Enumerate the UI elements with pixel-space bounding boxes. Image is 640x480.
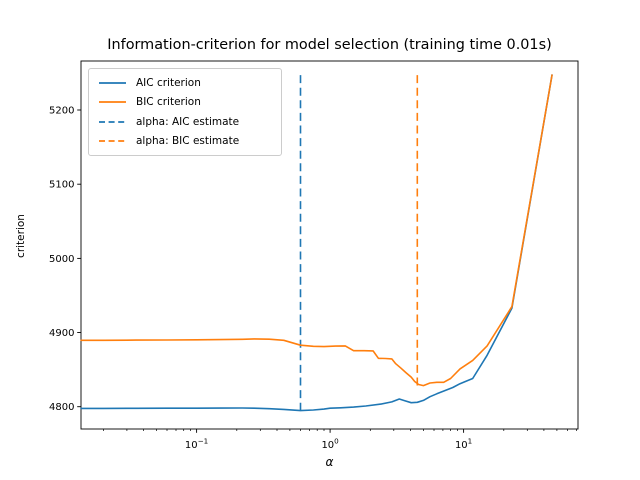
legend-item-label: AIC criterion	[136, 76, 201, 89]
legend-dashed-sample-bic-icon	[99, 140, 126, 143]
bic-line	[80, 74, 553, 387]
y-tick-label: 5200	[49, 106, 74, 117]
legend-line-sample-bic-icon	[99, 101, 126, 104]
chart-title: Information-criterion for model selectio…	[107, 37, 552, 53]
aic-line	[80, 74, 553, 412]
x-tick-label: 101	[455, 437, 472, 452]
legend-item-alpha-bic-estimate: alpha: BIC estimate	[98, 132, 275, 152]
x-tick-label: 100	[321, 437, 339, 452]
legend-item-bic-criterion: BIC criterion	[98, 93, 275, 113]
x-tick-label: 10−1	[185, 437, 208, 452]
x-axis-label: α	[325, 455, 334, 469]
y-tick-label: 4800	[49, 402, 74, 413]
legend-line-sample-aic-icon	[99, 81, 126, 84]
legend-item-label: alpha: BIC estimate	[136, 135, 240, 148]
y-tick-label: 5100	[49, 180, 74, 191]
legend-item-label: alpha: AIC estimate	[136, 115, 240, 128]
y-tick-label: 4900	[49, 328, 74, 339]
legend-item-alpha-aic-estimate: alpha: AIC estimate	[98, 112, 275, 132]
legend-dashed-sample-aic-icon	[99, 120, 126, 123]
y-axis-label: criterion	[15, 214, 27, 258]
legend: AIC criterion BIC criterion alpha: AIC e…	[88, 68, 282, 156]
y-tick-label: 5000	[49, 254, 74, 265]
plot-border	[80, 60, 579, 430]
legend-item-aic-criterion: AIC criterion	[98, 73, 275, 93]
legend-item-label: BIC criterion	[136, 96, 201, 109]
